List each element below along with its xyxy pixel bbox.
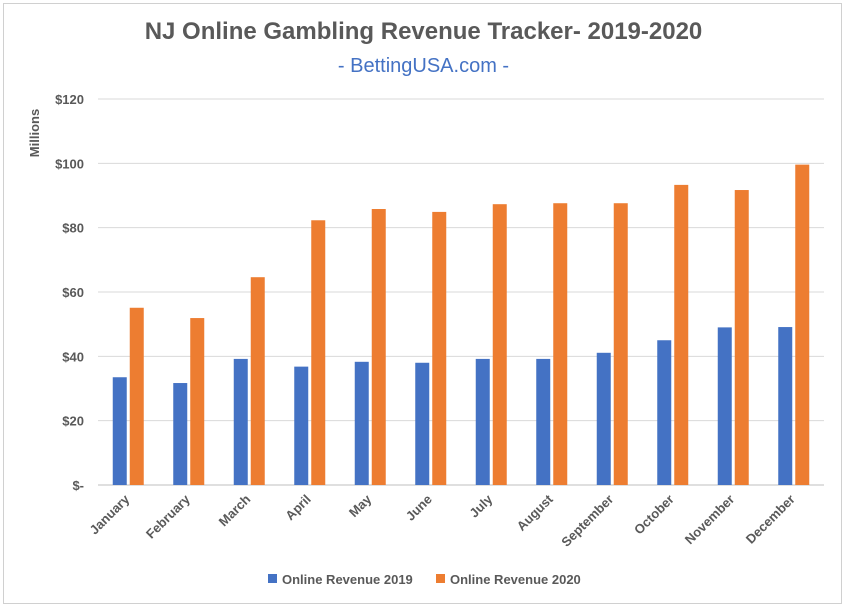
y-tick-label: $80	[62, 221, 84, 236]
bar-2019-june	[415, 362, 430, 485]
bar-2020-september	[613, 203, 628, 485]
y-axis-ticks: $- $20 $40 $60 $80 $100 $120	[55, 92, 84, 493]
bar-2020-november	[734, 190, 749, 485]
legend-swatch	[268, 574, 277, 583]
bar-2020-february	[190, 318, 205, 485]
bar-2020-june	[432, 211, 447, 485]
x-tick-label: July	[466, 491, 496, 521]
x-tick-label: April	[282, 492, 314, 524]
x-axis-ticks: January February March April May June July Augu…	[86, 491, 797, 550]
legend-label: Online Revenue 2019	[282, 572, 413, 587]
y-tick-label: $60	[62, 285, 84, 300]
bar-2019-november	[717, 327, 732, 485]
bar-2020-july	[492, 204, 507, 485]
y-tick-label: $40	[62, 349, 84, 364]
y-tick-label: $100	[55, 156, 84, 171]
bar-2019-january	[112, 377, 127, 485]
x-tick-label: March	[216, 491, 254, 529]
bar-2019-october	[657, 340, 672, 485]
legend-swatch	[436, 574, 445, 583]
x-tick-label: May	[346, 491, 375, 520]
x-tick-label: November	[682, 492, 738, 548]
chart-title: NJ Online Gambling Revenue Tracker- 2019…	[144, 18, 703, 45]
x-tick-label: September	[558, 492, 616, 550]
gridlines	[98, 98, 824, 486]
bar-2020-april	[311, 220, 326, 486]
y-tick-label: $20	[62, 414, 84, 429]
chart-frame	[3, 3, 842, 604]
x-tick-label: October	[631, 492, 677, 538]
legend: Online Revenue 2019 Online Revenue 2020	[268, 572, 581, 587]
x-tick-label: August	[514, 491, 557, 534]
bar-2020-march	[250, 277, 265, 485]
y-tick-label: $120	[55, 92, 84, 107]
bar-2019-march	[233, 358, 248, 485]
y-tick-label: $-	[72, 478, 84, 493]
x-tick-label: December	[743, 492, 798, 547]
bar-2020-may	[371, 209, 386, 485]
y-axis-label: Millions	[27, 109, 42, 157]
bar-2019-july	[475, 358, 490, 485]
x-tick-label: January	[86, 491, 132, 537]
bar-2020-december	[795, 164, 810, 485]
bar-2019-may	[354, 361, 369, 485]
x-tick-label: February	[143, 491, 193, 541]
bar-2019-december	[778, 327, 793, 485]
bar-2020-october	[674, 184, 689, 485]
x-tick-label: June	[403, 492, 435, 524]
bars	[112, 164, 810, 486]
bar-2020-january	[129, 307, 144, 485]
bar-2020-august	[553, 203, 568, 485]
bar-2019-february	[173, 383, 188, 485]
chart-subtitle: - BettingUSA.com -	[337, 55, 510, 77]
bar-2019-april	[294, 366, 309, 485]
legend-label: Online Revenue 2020	[450, 572, 581, 587]
bar-2019-september	[596, 352, 611, 485]
bar-2019-august	[536, 358, 551, 485]
